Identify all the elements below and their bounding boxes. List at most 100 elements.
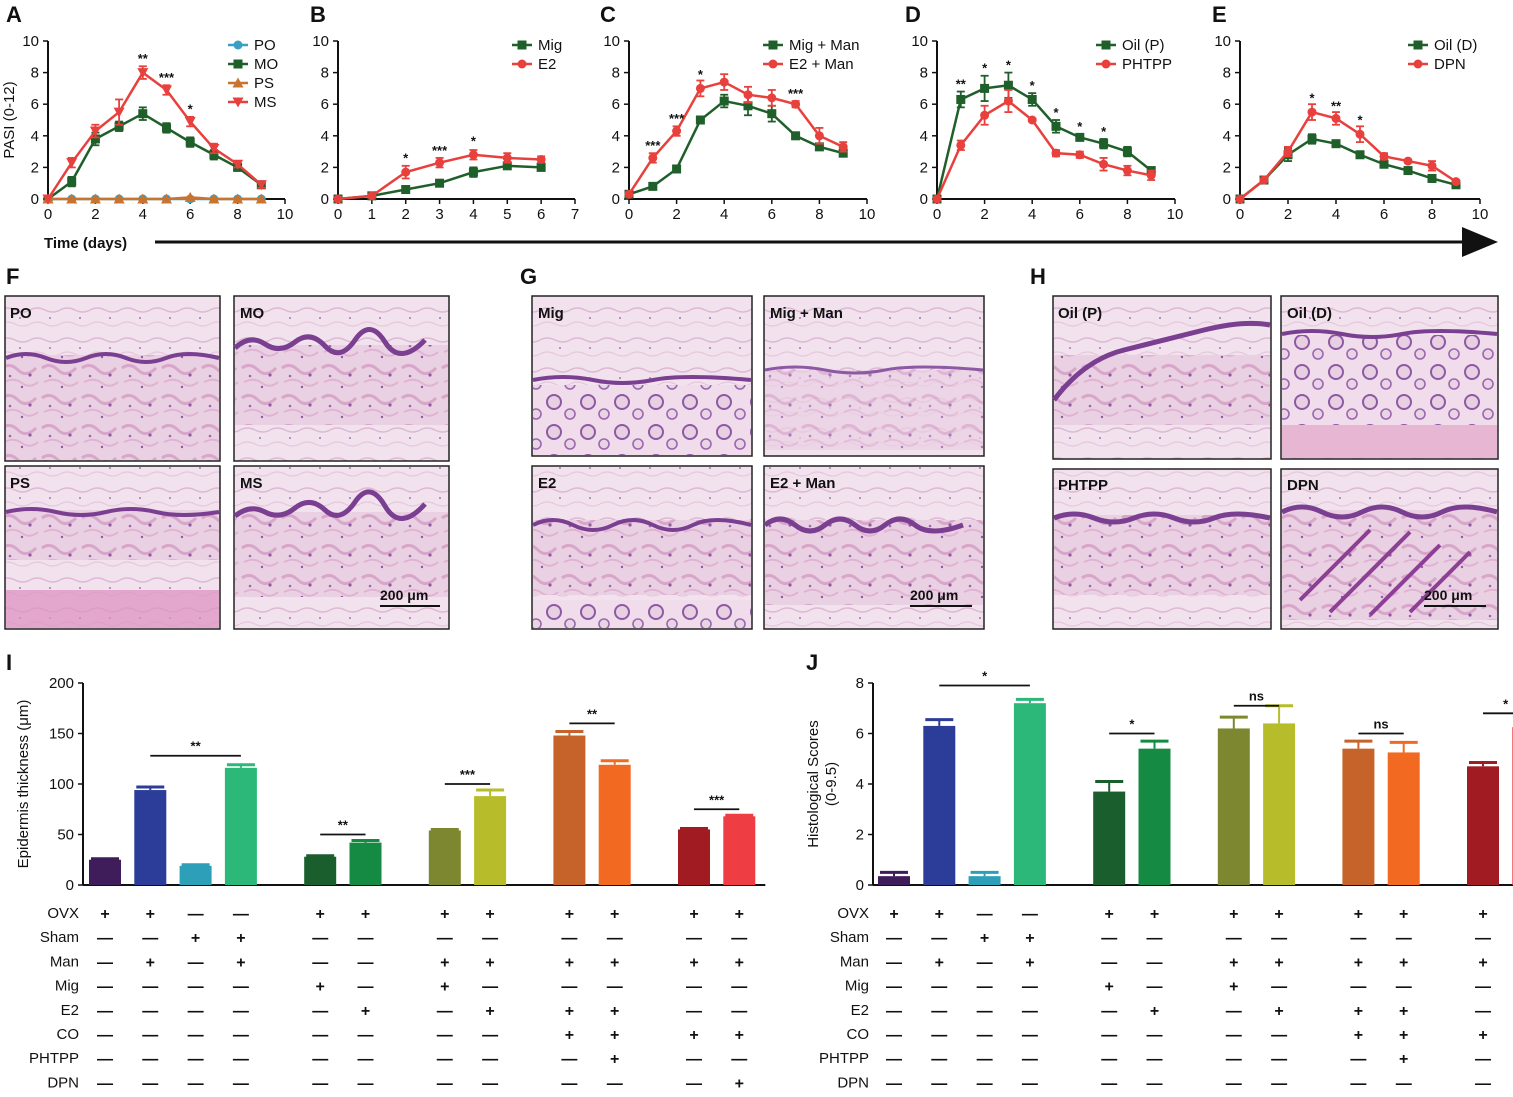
data-point — [1403, 156, 1413, 166]
treatment-sign: + — [689, 1027, 698, 1044]
treatment-sign: — — [561, 1075, 577, 1092]
data-point — [695, 115, 705, 125]
y-tick-label: 2 — [856, 827, 864, 844]
treatment-sign: — — [233, 1027, 249, 1044]
epidermis-layer — [1281, 329, 1498, 339]
histology-tissue — [765, 370, 983, 450]
data-point — [672, 126, 682, 136]
epidermis-layer — [5, 352, 220, 364]
treatment-sign: — — [1147, 930, 1163, 947]
bar — [553, 735, 586, 885]
x-tick-label: 6 — [768, 206, 776, 223]
treatment-sign: — — [1147, 954, 1163, 971]
y-tick-label: 4 — [856, 776, 864, 793]
x-tick-label: 10 — [1167, 206, 1184, 223]
treatment-sign: — — [1350, 1051, 1366, 1068]
treatment-sign: — — [142, 930, 158, 947]
data-point — [137, 193, 149, 204]
treatment-sign: — — [1022, 1027, 1038, 1044]
treatment-sign: + — [689, 906, 698, 923]
significance-label: ** — [956, 76, 967, 91]
treatment-row-label: Man — [840, 953, 869, 970]
x-tick-label: 6 — [1076, 206, 1084, 223]
significance-label: *** — [159, 70, 175, 85]
x-tick-label: 4 — [1028, 206, 1036, 223]
treatment-sign: + — [735, 1027, 744, 1044]
treatment-sign: + — [100, 906, 109, 923]
treatment-sign: + — [1399, 1051, 1408, 1068]
treatment-sign: — — [1350, 1075, 1366, 1092]
data-point — [502, 161, 512, 171]
x-tick-label: 8 — [233, 206, 241, 223]
y-tick-label: 6 — [321, 96, 329, 113]
data-point — [1307, 107, 1317, 117]
treatment-sign: — — [731, 930, 747, 947]
bar — [1013, 703, 1046, 885]
legend-marker — [768, 59, 778, 69]
treatment-sign: + — [565, 1003, 574, 1020]
treatment-sign: — — [358, 930, 374, 947]
y-tick-label: 50 — [57, 827, 74, 844]
epidermis-layer — [233, 489, 427, 521]
data-point — [1027, 94, 1037, 104]
treatment-sign: — — [97, 1027, 113, 1044]
scale-bar-label: 200 μm — [1424, 587, 1472, 603]
significance-label: ** — [138, 51, 149, 66]
treatment-sign: + — [1478, 1027, 1487, 1044]
treatment-sign: — — [97, 979, 113, 996]
histology-panels: PO MO PS 200 μm MS Mig Mi — [4, 295, 1499, 630]
significance-label: * — [471, 133, 477, 148]
treatment-sign: — — [358, 1051, 374, 1068]
treatment-sign: — — [358, 1075, 374, 1092]
series-line — [935, 83, 1152, 200]
treatment-sign: — — [482, 1027, 498, 1044]
bar — [134, 790, 167, 885]
epidermis-layer — [5, 507, 220, 517]
epidermis-layer — [764, 365, 984, 375]
x-tick-label: 4 — [469, 206, 477, 223]
treatment-sign: + — [735, 906, 744, 923]
treatment-sign: — — [561, 930, 577, 947]
treatment-sign: — — [977, 954, 993, 971]
histology-label-Mig: Mig — [538, 305, 564, 322]
panel-letter-F: F — [6, 264, 19, 289]
data-point — [66, 158, 78, 169]
follicle-layer — [1282, 335, 1497, 425]
treatment-sign: — — [482, 930, 498, 947]
treatment-row-label: E2 — [61, 1002, 79, 1019]
treatment-sign: + — [735, 954, 744, 971]
bar — [1387, 752, 1420, 885]
data-point — [42, 194, 54, 205]
treatment-row-label: OVX — [47, 905, 79, 922]
epidermis-layer — [1052, 320, 1271, 402]
treatment-sign: — — [97, 1075, 113, 1092]
legend-marker — [1101, 40, 1111, 50]
treatment-sign: — — [1226, 1051, 1242, 1068]
treatment-sign: — — [97, 930, 113, 947]
treatment-sign: + — [236, 954, 245, 971]
bar — [968, 876, 1001, 885]
treatment-sign: — — [731, 1051, 747, 1068]
treatment-sign: + — [610, 906, 619, 923]
histology-tissue — [1054, 515, 1270, 595]
treatment-sign: — — [1101, 1051, 1117, 1068]
treatment-sign: + — [1274, 906, 1283, 923]
significance-label: ** — [587, 706, 598, 721]
treatment-sign: — — [437, 930, 453, 947]
legend-marker — [1413, 59, 1423, 69]
treatment-sign: — — [1226, 1075, 1242, 1092]
treatment-sign: — — [188, 1075, 204, 1092]
treatment-sign: — — [977, 1075, 993, 1092]
series-PHTPP — [932, 89, 1156, 204]
treatment-sign: — — [437, 1003, 453, 1020]
epidermis-layer — [233, 327, 427, 356]
y-tick-label: 2 — [920, 159, 928, 176]
x-tick-label: 2 — [980, 206, 988, 223]
y-tick-label: 10 — [911, 33, 928, 50]
y-axis-label: Histological Scores — [805, 720, 822, 848]
epidermis-layer — [532, 375, 752, 385]
y-tick-label: 10 — [312, 33, 329, 50]
panel-letter-H: H — [1030, 264, 1046, 289]
y-tick-label: 2 — [31, 159, 39, 176]
